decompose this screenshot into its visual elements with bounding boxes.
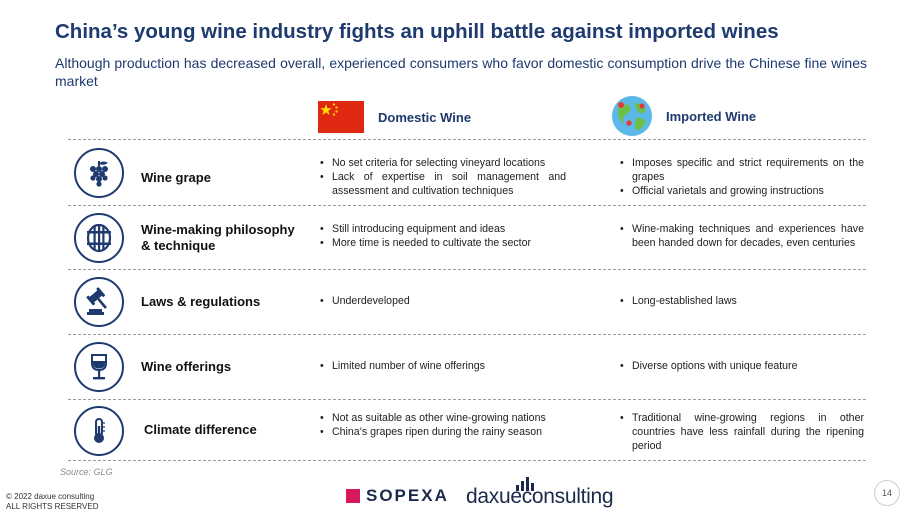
copyright: © 2022 daxue consulting ALL RIGHTS RESER… <box>6 492 98 512</box>
row-label: Laws & regulations <box>141 294 261 309</box>
list-item: Wine-making techniques and experiences h… <box>620 222 864 250</box>
wine-glass-icon <box>74 342 124 392</box>
list-item: Traditional wine-growing regions in othe… <box>620 411 864 453</box>
list-item: Official varietals and growing instructi… <box>620 184 864 198</box>
rights-line: ALL RIGHTS RESERVED <box>6 502 99 511</box>
barrel-icon <box>74 213 124 263</box>
table-row: Climate difference Not as suitable as ot… <box>68 399 866 461</box>
comparison-table: Wine grape No set criteria for selecting… <box>68 139 866 461</box>
sopexa-square-icon <box>346 489 360 503</box>
table-row: Wine grape No set criteria for selecting… <box>68 139 866 205</box>
imported-cell: Traditional wine-growing regions in othe… <box>620 411 864 453</box>
imported-cell: Imposes specific and strict requirements… <box>620 156 864 198</box>
grape-icon <box>74 148 124 198</box>
domestic-cell: Limited number of wine offerings <box>320 359 566 373</box>
copyright-line: © 2022 daxue consulting <box>6 492 95 501</box>
source-note: Source: GLG <box>60 467 113 477</box>
list-item: Underdeveloped <box>320 294 566 308</box>
list-item: Limited number of wine offerings <box>320 359 566 373</box>
list-item: Not as suitable as other wine-growing na… <box>320 411 566 425</box>
list-item: Long-established laws <box>620 294 864 308</box>
list-item: China’s grapes ripen during the rainy se… <box>320 425 566 439</box>
domestic-cell: Still introducing equipment and ideas Mo… <box>320 222 566 250</box>
domestic-column-header: Domestic Wine <box>318 100 471 134</box>
imported-cell: Long-established laws <box>620 294 864 308</box>
imported-column-header: Imported Wine <box>610 94 756 138</box>
table-row: Wine-making philosophy & technique Still… <box>68 205 866 269</box>
thermometer-icon <box>74 406 124 456</box>
gavel-icon <box>74 277 124 327</box>
row-label: Climate difference <box>144 422 257 437</box>
domestic-cell: Not as suitable as other wine-growing na… <box>320 411 566 439</box>
sopexa-logo-text: SOPEXA <box>366 486 449 505</box>
list-item: More time is needed to cultivate the sec… <box>320 236 566 250</box>
imported-cell: Wine-making techniques and experiences h… <box>620 222 864 250</box>
imported-cell: Diverse options with unique feature <box>620 359 864 373</box>
sopexa-logo: SOPEXA <box>346 486 449 506</box>
daxue-logo-text: daxueconsulting <box>466 485 614 508</box>
list-item: Lack of expertise in soil management and… <box>320 170 566 198</box>
page-title: China’s young wine industry fights an up… <box>55 20 779 43</box>
domestic-cell: No set criteria for selecting vineyard l… <box>320 156 566 198</box>
row-label: Wine grape <box>141 170 211 185</box>
list-item: Still introducing equipment and ideas <box>320 222 566 236</box>
table-row: Laws & regulations Underdeveloped Long-e… <box>68 269 866 334</box>
bar-chart-icon <box>516 477 534 491</box>
page-subtitle: Although production has decreased overal… <box>55 55 867 89</box>
imported-column-label: Imported Wine <box>666 108 757 124</box>
page-number: 14 <box>874 480 900 506</box>
china-flag-icon <box>318 101 364 133</box>
row-label: Wine-making philosophy & technique <box>141 222 295 253</box>
list-item: No set criteria for selecting vineyard l… <box>320 156 566 170</box>
table-row: Wine offerings Limited number of wine of… <box>68 334 866 399</box>
row-label: Wine offerings <box>141 359 232 374</box>
domestic-column-label: Domestic Wine <box>378 109 472 125</box>
list-item: Diverse options with unique feature <box>620 359 864 373</box>
globe-icon <box>612 96 652 136</box>
domestic-cell: Underdeveloped <box>320 294 566 308</box>
list-item: Imposes specific and strict requirements… <box>620 156 864 184</box>
